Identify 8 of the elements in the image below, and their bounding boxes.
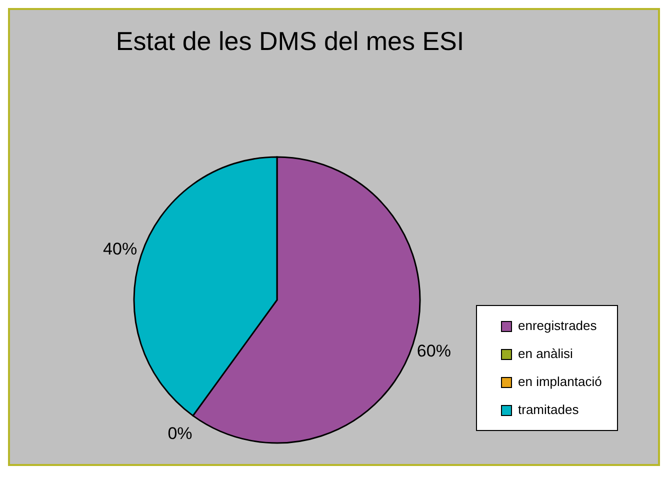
data-label: 60%: [416, 341, 451, 360]
legend-label: tramitades: [518, 401, 579, 419]
chart-title: Estat de les DMS del mes ESI: [114, 26, 466, 57]
text: 0%: [168, 424, 192, 443]
legend-label: en anàlisi: [518, 345, 573, 363]
legend-label: enregistrades: [518, 317, 597, 335]
legend-label: en implantació: [518, 373, 602, 391]
data-label: 40%: [103, 240, 138, 259]
